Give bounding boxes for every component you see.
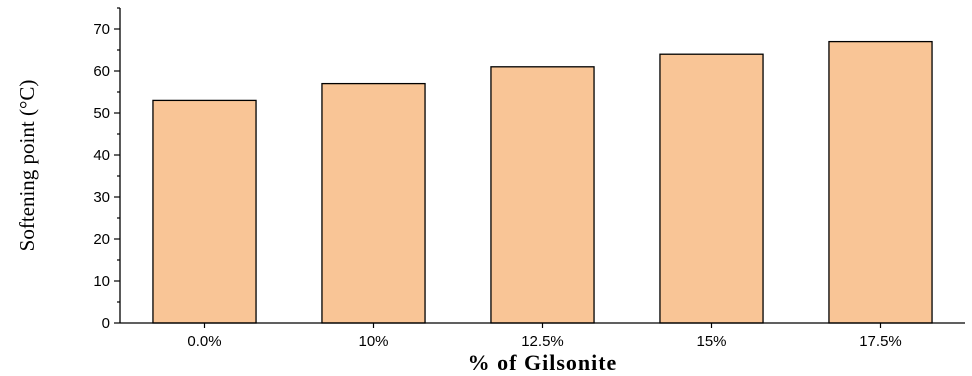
x-tick-label: 12.5%	[521, 333, 564, 350]
y-tick-label: 20	[93, 231, 110, 248]
bar	[828, 40, 933, 324]
bars-group	[152, 40, 933, 324]
bar	[321, 82, 426, 324]
x-axis-ticks: 0.0% 10% 12.5% 15% 17.5%	[187, 323, 902, 350]
y-tick-label: 50	[93, 105, 110, 122]
y-axis-ticks: 0 10 20 30 40 50 60 70	[93, 7, 120, 332]
x-tick-label: 0.0%	[187, 333, 221, 350]
y-tick-label: 40	[93, 147, 110, 164]
bar	[152, 99, 257, 324]
bar	[659, 53, 764, 324]
x-tick-label: 17.5%	[859, 333, 902, 350]
y-tick-label: 70	[93, 21, 110, 38]
bar	[490, 66, 595, 324]
y-tick-label: 60	[93, 63, 110, 80]
y-tick-label: 0	[102, 315, 110, 332]
x-axis-label: % of Gilsonite	[468, 350, 618, 375]
y-tick-label: 30	[93, 189, 110, 206]
x-tick-label: 15%	[696, 333, 726, 350]
x-tick-label: 10%	[358, 333, 388, 350]
y-tick-label: 10	[93, 273, 110, 290]
y-axis-label: Softening point (°C)	[15, 80, 39, 252]
